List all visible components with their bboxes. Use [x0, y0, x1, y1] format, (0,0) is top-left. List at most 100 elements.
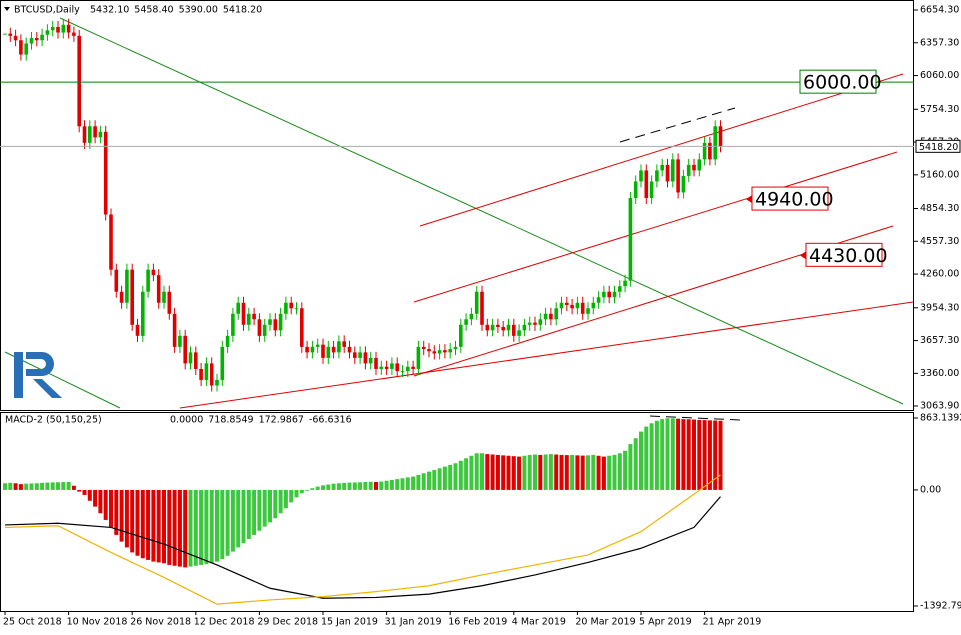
trend-line — [179, 301, 914, 409]
histogram-bar — [517, 456, 522, 490]
histogram-bar — [34, 483, 39, 490]
histogram-bar — [533, 454, 537, 490]
candle — [326, 346, 331, 358]
candle — [141, 291, 145, 336]
candle — [172, 313, 177, 347]
candle — [379, 366, 384, 369]
histogram-bar — [289, 489, 294, 503]
candle — [554, 308, 558, 320]
candle — [241, 302, 246, 325]
candle — [358, 352, 362, 358]
trend-lines — [4, 17, 914, 421]
histogram-bar — [50, 482, 55, 490]
candle — [681, 175, 686, 193]
candle — [671, 159, 675, 182]
candle — [188, 352, 193, 364]
histogram-bar — [368, 481, 373, 490]
x-tick-label: 12 Dec 2018 — [194, 617, 255, 628]
histogram-bar — [135, 489, 140, 556]
candle — [204, 363, 209, 380]
histogram-bar — [458, 460, 463, 490]
histogram-bar — [24, 483, 29, 490]
candle — [225, 335, 230, 347]
histogram-bar — [628, 444, 633, 490]
y-tick-label: 6654.30 — [920, 5, 959, 16]
y-tick-label: 0.00 — [920, 484, 941, 495]
histogram-bar — [453, 463, 458, 490]
histogram-bar — [474, 453, 479, 490]
histogram-bar — [209, 489, 214, 564]
histogram-bar — [13, 483, 18, 490]
histogram-bar — [162, 489, 166, 564]
histogram-bar — [405, 477, 410, 490]
candle — [135, 324, 140, 336]
histogram-bar — [262, 489, 267, 527]
histogram-bar — [177, 489, 182, 567]
histogram-bar — [93, 489, 98, 507]
histogram-bar — [697, 419, 702, 490]
candle — [199, 368, 203, 380]
histogram-bar — [124, 489, 129, 548]
histogram-bar — [670, 418, 675, 490]
histogram-bar — [56, 482, 60, 490]
y-tick-label: 3360.00 — [920, 368, 959, 379]
candle — [543, 313, 548, 320]
candle — [331, 346, 336, 353]
candle — [337, 341, 341, 353]
histogram-bar — [607, 455, 612, 490]
macd-title: MACD-2 (50,150,25) — [5, 415, 102, 426]
x-tick-label: 25 Oct 2018 — [3, 617, 62, 628]
x-tick-label: 5 Apr 2019 — [639, 617, 692, 628]
candle — [342, 341, 346, 347]
candle — [607, 291, 611, 298]
histogram-bar — [114, 489, 119, 535]
candle — [400, 371, 405, 373]
trend-line — [619, 107, 736, 143]
histogram-bar — [352, 482, 357, 490]
histogram-bar — [246, 489, 251, 540]
histogram-bar — [257, 489, 262, 531]
candle — [384, 366, 389, 369]
candle — [305, 346, 309, 353]
candle — [321, 344, 325, 358]
candle — [602, 291, 606, 298]
candle — [686, 164, 691, 176]
histogram-bar — [575, 455, 580, 490]
candle — [649, 181, 654, 198]
candle — [501, 327, 505, 331]
y-tick-label: -1392.7986 — [920, 601, 961, 612]
histogram-bar — [331, 483, 336, 490]
histogram-bar — [220, 489, 225, 560]
candle — [156, 275, 161, 303]
candle — [257, 319, 262, 336]
histogram-bar — [596, 455, 601, 490]
x-tick-label: 10 Nov 2018 — [67, 617, 128, 628]
histogram-bar — [707, 420, 712, 490]
candle — [570, 304, 574, 309]
candle — [665, 164, 670, 182]
candle — [480, 291, 484, 325]
histogram-bar — [427, 471, 431, 490]
histogram-bar — [570, 454, 575, 490]
histogram-bar — [374, 482, 378, 490]
histogram-bar — [554, 454, 559, 490]
candle — [538, 319, 543, 325]
histogram-bar — [432, 469, 437, 490]
current-price-box — [915, 139, 961, 153]
candle — [580, 302, 585, 314]
histogram-bar — [321, 485, 325, 490]
histogram-bar — [416, 474, 421, 490]
histogram-bar — [395, 479, 400, 490]
histogram-bar — [3, 483, 7, 490]
histogram-bar — [676, 418, 681, 490]
histogram-bar — [495, 454, 500, 490]
histogram-bar — [77, 489, 82, 492]
y-tick-label: 4854.30 — [920, 203, 959, 214]
candle — [485, 324, 490, 331]
header-value: 5418.20 — [223, 5, 262, 16]
candle — [268, 319, 272, 325]
histogram-bar — [490, 454, 495, 490]
trend-line — [4, 351, 121, 409]
x-tick-label: 16 Feb 2019 — [448, 617, 507, 628]
